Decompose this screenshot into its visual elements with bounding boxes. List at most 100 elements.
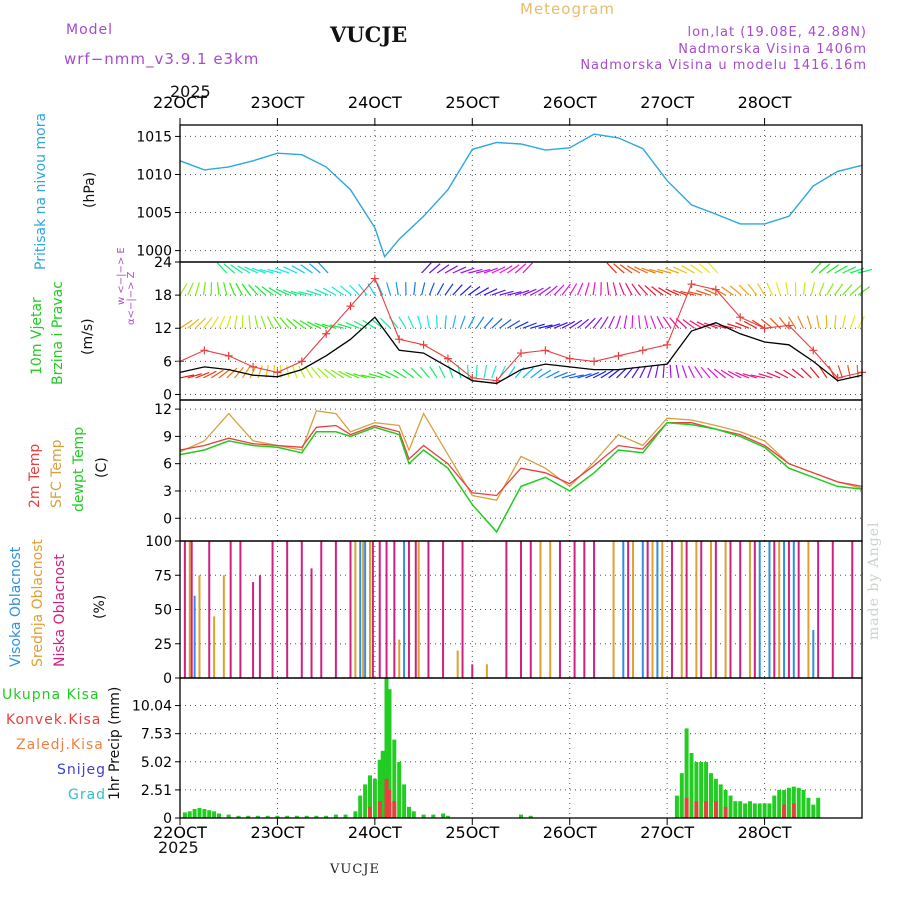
wind-arrow — [499, 319, 512, 329]
page-title: VUCJE — [330, 22, 408, 47]
precip-total-bar — [192, 809, 197, 818]
precip-total-bar — [226, 814, 231, 818]
wind-arrow — [248, 315, 251, 329]
wind-arrow — [625, 283, 633, 296]
wind-gust-mark — [370, 274, 379, 283]
wind-arrow — [577, 318, 590, 329]
wind-arrow — [229, 282, 236, 296]
precip-total-bar — [324, 815, 329, 818]
precip-total-bar — [441, 813, 446, 818]
wind-arrow — [202, 282, 206, 296]
wind-arrow — [226, 367, 238, 379]
wind-arrow — [202, 317, 213, 329]
precip-total-bar — [694, 762, 699, 818]
wind-arrow — [244, 266, 259, 274]
wind-arrow — [522, 288, 537, 296]
wind-arrow — [639, 365, 647, 379]
wind-arrow — [452, 266, 467, 274]
wind-arrow — [742, 373, 757, 379]
y-tick-label: 6 — [163, 354, 172, 370]
wind-arrow — [329, 324, 344, 329]
wind-arrow — [849, 285, 862, 296]
wind-arrow — [618, 282, 625, 296]
wind-arrow — [398, 316, 407, 329]
wind-arrow — [818, 282, 825, 296]
wind-arrow — [584, 317, 596, 329]
panel-frame — [179, 261, 863, 401]
wind-arrow — [514, 263, 527, 274]
wind-arrow — [507, 291, 522, 296]
wind-arrow — [681, 265, 695, 274]
precip-conv-bar — [377, 801, 382, 818]
wind-gust-mark — [200, 346, 209, 355]
wind-arrow — [376, 371, 391, 379]
precip-total-bar — [187, 811, 192, 818]
wind-gust-mark — [784, 321, 793, 330]
wind-arrow — [818, 366, 828, 379]
wind-arrow — [444, 315, 447, 329]
y-tick-label: 1015 — [136, 129, 172, 145]
wind-arrow — [203, 370, 217, 379]
wind-arrow — [266, 316, 275, 329]
y-tick-label: 5.02 — [141, 755, 172, 771]
wind-arrow — [825, 315, 828, 329]
wind-arrow — [750, 374, 765, 379]
precip-total-bar — [246, 815, 251, 818]
x-tick-label-bottom: 22OCT — [153, 823, 207, 842]
wind-arrow — [760, 318, 773, 329]
wind-arrow — [757, 283, 766, 296]
wind-arrow — [420, 366, 430, 379]
wind-arrow — [637, 284, 649, 296]
meteogram-label: Meteogram — [520, 0, 615, 18]
y-tick-label: 50 — [154, 603, 172, 619]
precip-total-bar — [748, 801, 752, 818]
wind-gust-mark — [687, 280, 696, 289]
wind-arrow — [675, 318, 688, 329]
wind-arrow — [395, 282, 399, 296]
wind-arrow — [700, 366, 711, 379]
wind-arrow — [834, 265, 848, 274]
y-tick-label: 3 — [163, 484, 172, 500]
wind-arrow — [499, 265, 513, 274]
wind-arrow — [681, 365, 688, 379]
x-tick-label-top: 23OCT — [250, 93, 304, 112]
wind-arrow — [841, 315, 846, 329]
wind-arrow — [298, 365, 306, 379]
precip-total-bar — [372, 778, 377, 818]
precip-total-bar — [738, 801, 743, 818]
wind-arrow — [187, 318, 200, 329]
wind-gust-mark — [541, 346, 550, 355]
wind-arrow — [460, 315, 466, 329]
wind-arrow — [849, 315, 856, 329]
wind-arrow — [460, 285, 472, 296]
wind-arrow — [499, 290, 514, 296]
y-tick-label: 75 — [154, 568, 172, 584]
wind-arrow — [292, 319, 306, 329]
wind-arrow — [546, 370, 560, 379]
wind-arrow — [331, 286, 345, 296]
wind-arrow — [417, 315, 423, 329]
precip-total-bar — [217, 813, 221, 818]
precip-total-bar — [762, 803, 767, 818]
wind-arrow — [800, 367, 812, 379]
y-tick-label: 1005 — [136, 206, 172, 222]
wind-arrow — [600, 369, 614, 379]
wind-arrow — [857, 316, 865, 329]
y-tick-label: 0 — [163, 387, 172, 403]
precip-conv-bar — [713, 801, 718, 818]
wind-arrow — [584, 282, 590, 296]
legend-precip-snow: Snijeg — [57, 762, 107, 778]
wind-arrow — [553, 371, 568, 379]
wind-arrow — [834, 315, 837, 329]
wind-arrow — [654, 364, 659, 379]
wind-gust-mark — [517, 349, 525, 358]
precip-total-bar — [402, 784, 407, 818]
model-name: wrf−nmm_v3.9.1 e3km — [64, 50, 260, 68]
wind-arrow — [360, 374, 376, 379]
wind-arrow — [321, 323, 337, 329]
precip-total-bar — [368, 775, 372, 818]
wind-arrow — [631, 366, 641, 379]
wind-speed-line — [179, 316, 863, 385]
precip-total-bar — [202, 809, 207, 818]
wind-arrow — [847, 364, 851, 379]
